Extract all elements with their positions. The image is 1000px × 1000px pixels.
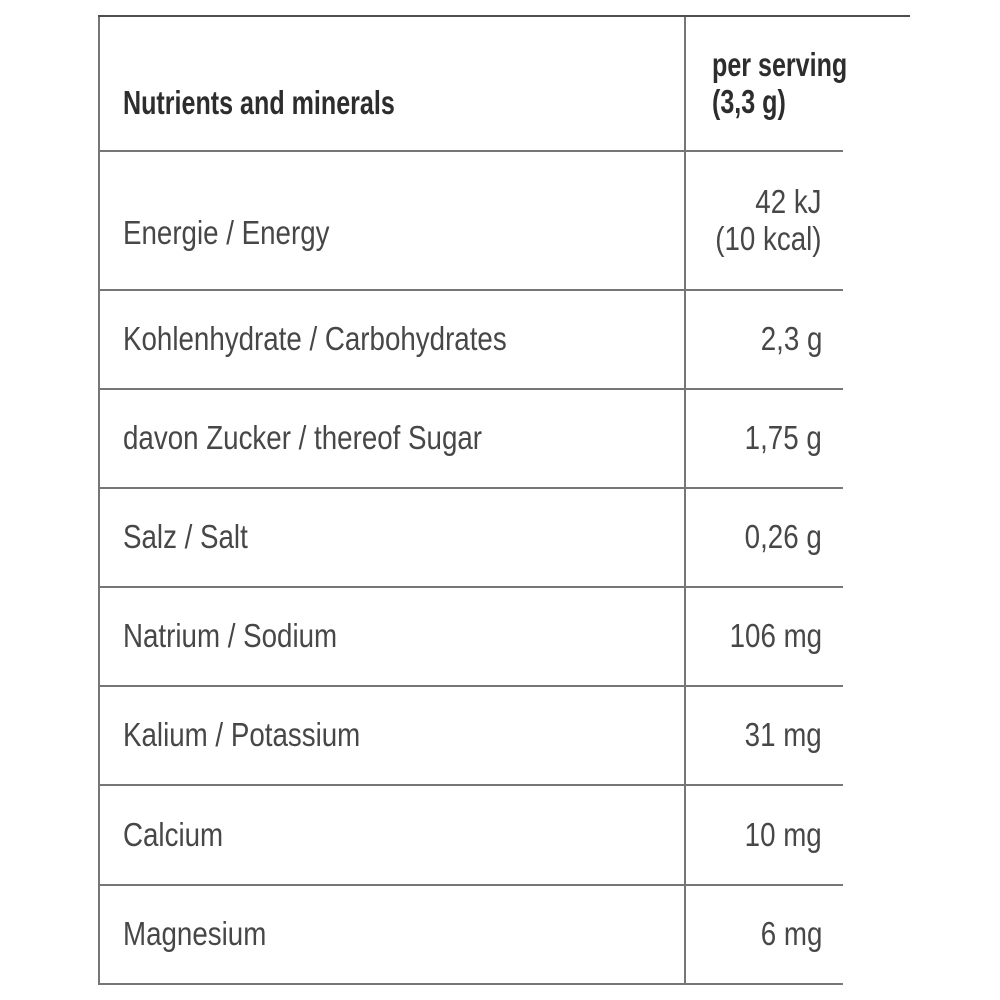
table-row-salt: Salz / Salt 0,26 g — [100, 489, 843, 588]
table-row-sugar: davon Zucker / thereof Sugar 1,75 g — [100, 390, 843, 489]
nutrient-label-cell: Magnesium — [100, 886, 684, 983]
nutrient-value: 1,75 g — [744, 419, 822, 457]
nutrition-table: Nutrients and minerals per serving (3,3 … — [98, 17, 847, 985]
per-serving-line1: per serving — [712, 45, 848, 83]
table-header-row: Nutrients and minerals per serving (3,3 … — [100, 17, 847, 152]
table-row-energy: Energie / Energy 42 kJ (10 kcal) — [100, 152, 843, 291]
table-row-carbohydrates: Kohlenhydrate / Carbohydrates 2,3 g — [100, 291, 843, 390]
nutrient-value: 42 kJ (10 kcal) — [715, 182, 822, 258]
table-row-magnesium: Magnesium 6 mg — [100, 886, 843, 985]
column-header-nutrients: Nutrients and minerals — [123, 84, 395, 122]
nutrient-label: Natrium / Sodium — [123, 617, 338, 655]
table-row-potassium: Kalium / Potassium 31 mg — [100, 687, 843, 786]
nutrient-value-cell: 0,26 g — [684, 489, 843, 586]
nutrient-value-cell: 42 kJ (10 kcal) — [684, 152, 843, 289]
header-cell-per-serving: per serving (3,3 g) — [684, 17, 847, 150]
header-cell-nutrients: Nutrients and minerals — [100, 17, 684, 150]
table-row-sodium: Natrium / Sodium 106 mg — [100, 588, 843, 687]
table-top-border — [98, 15, 910, 17]
nutrient-label-cell: Salz / Salt — [100, 489, 684, 586]
nutrient-value-cell: 106 mg — [684, 588, 843, 685]
table-row-calcium: Calcium 10 mg — [100, 786, 843, 886]
nutrient-label: Magnesium — [123, 915, 267, 953]
nutrient-value: 10 mg — [744, 815, 822, 853]
nutrient-label: davon Zucker / thereof Sugar — [123, 419, 483, 457]
nutrient-value: 0,26 g — [744, 518, 822, 556]
nutrient-label-cell: Energie / Energy — [100, 152, 684, 289]
nutrient-label: Kalium / Potassium — [123, 716, 361, 754]
nutrient-label: Energie / Energy — [123, 214, 330, 252]
nutrient-value: 106 mg — [729, 617, 822, 655]
nutrient-value-cell: 6 mg — [684, 886, 843, 983]
energy-value-line1: 42 kJ — [755, 182, 822, 220]
nutrient-value: 6 mg — [760, 915, 822, 953]
nutrient-label-cell: Calcium — [100, 786, 684, 884]
nutrient-value-cell: 2,3 g — [684, 291, 843, 388]
nutrient-label: Salz / Salt — [123, 518, 248, 556]
nutrient-label-cell: davon Zucker / thereof Sugar — [100, 390, 684, 487]
nutrient-label-cell: Natrium / Sodium — [100, 588, 684, 685]
nutrient-value-cell: 10 mg — [684, 786, 843, 884]
nutrient-value: 2,3 g — [760, 320, 822, 358]
nutrient-label-cell: Kalium / Potassium — [100, 687, 684, 784]
nutrient-label-cell: Kohlenhydrate / Carbohydrates — [100, 291, 684, 388]
energy-value-line2: (10 kcal) — [715, 219, 822, 257]
column-header-per-serving: per serving (3,3 g) — [712, 45, 848, 121]
nutrient-label: Calcium — [123, 815, 224, 853]
per-serving-line2: (3,3 g) — [712, 82, 786, 120]
nutrient-value: 31 mg — [744, 716, 822, 754]
nutrient-value-cell: 31 mg — [684, 687, 843, 784]
nutrient-value-cell: 1,75 g — [684, 390, 843, 487]
nutrient-label: Kohlenhydrate / Carbohydrates — [123, 320, 507, 358]
